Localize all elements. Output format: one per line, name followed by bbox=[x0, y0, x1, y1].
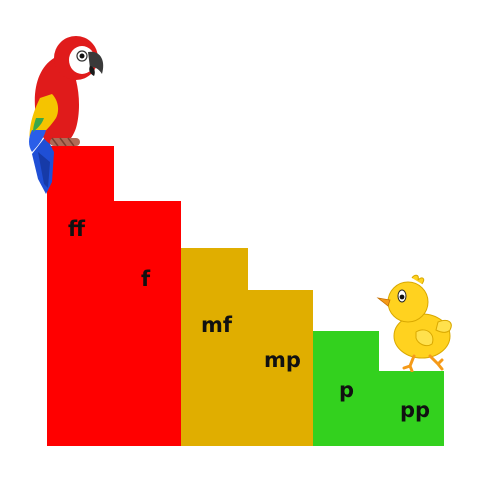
step-ff bbox=[47, 146, 114, 446]
parrot-icon bbox=[29, 36, 104, 194]
step-mf bbox=[181, 248, 248, 446]
label-mp: mp bbox=[264, 348, 301, 372]
step-f bbox=[114, 201, 181, 446]
label-p: p bbox=[339, 378, 355, 402]
step-p bbox=[313, 331, 379, 446]
label-pp: pp bbox=[400, 398, 431, 422]
label-ff: ff bbox=[68, 217, 86, 241]
step-pp bbox=[379, 371, 444, 446]
chick-icon bbox=[376, 274, 452, 372]
label-f: f bbox=[141, 267, 151, 291]
step-mp bbox=[248, 290, 313, 446]
label-mf: mf bbox=[201, 313, 233, 337]
